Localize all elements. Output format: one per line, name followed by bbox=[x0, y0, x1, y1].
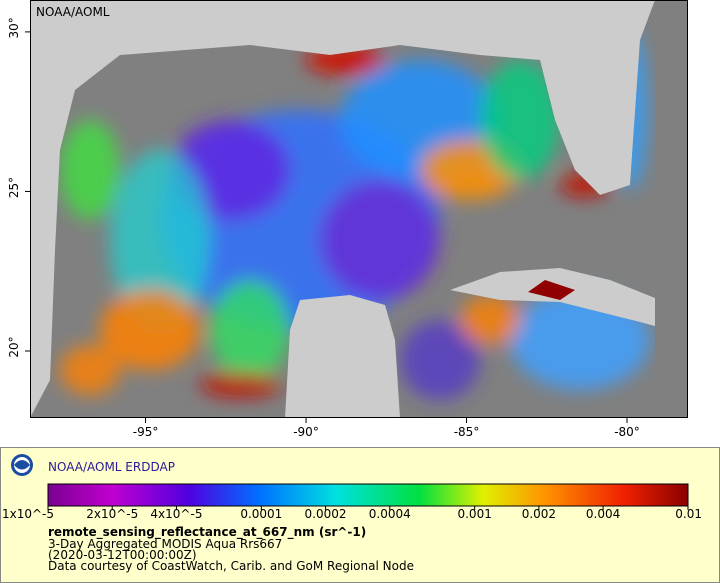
reflectance-field bbox=[60, 30, 650, 400]
no-data-strip bbox=[655, 0, 688, 418]
x-tick-label: -90° bbox=[293, 425, 319, 439]
cuba bbox=[450, 268, 688, 335]
y-tick-label: 25° bbox=[7, 177, 21, 198]
colorbar-tick-label: 4x10^-5 bbox=[150, 507, 202, 521]
colorbar-tick-label: 1x10^-5 bbox=[2, 507, 54, 521]
variable-name: remote_sensing_reflectance_at_667_nm (sr… bbox=[48, 525, 366, 540]
colorbar-tick-label: 2x10^-5 bbox=[86, 507, 138, 521]
colorbar bbox=[47, 483, 689, 507]
dataset-line: 3-Day Aggregated MODIS Aqua Rrs667 bbox=[48, 537, 282, 551]
x-tick-label: -85° bbox=[454, 425, 480, 439]
yucatan bbox=[285, 295, 400, 418]
colorbar-tick-label: 0.01 bbox=[675, 507, 702, 521]
x-tick-label: -80° bbox=[614, 425, 640, 439]
legend-panel bbox=[0, 447, 720, 583]
cuba-coast bbox=[528, 280, 575, 300]
y-tick-label: 20° bbox=[7, 336, 21, 357]
brand: NOAA/AOML ERDDAP bbox=[48, 460, 175, 474]
colorbar-tick-label: 0.0002 bbox=[305, 507, 347, 521]
map: NOAA/AOML bbox=[30, 0, 688, 418]
credit-line: Data courtesy of CoastWatch, Carib. and … bbox=[48, 559, 414, 573]
time-line: (2020-03-12T00:00:00Z) bbox=[48, 548, 197, 562]
noaa-logo bbox=[11, 454, 33, 476]
colorbar-tick-label: 0.001 bbox=[457, 507, 491, 521]
map-frame bbox=[30, 0, 688, 418]
x-tick-label: -95° bbox=[133, 425, 159, 439]
y-tick-label: 30° bbox=[7, 17, 21, 38]
colorbar-tick-label: 0.004 bbox=[586, 507, 620, 521]
watermark: NOAA/AOML bbox=[36, 5, 110, 19]
colorbar-tick-label: 0.0004 bbox=[369, 507, 411, 521]
colorbar-tick-label: 0.002 bbox=[522, 507, 556, 521]
colorbar-tick-label: 0.0001 bbox=[240, 507, 282, 521]
